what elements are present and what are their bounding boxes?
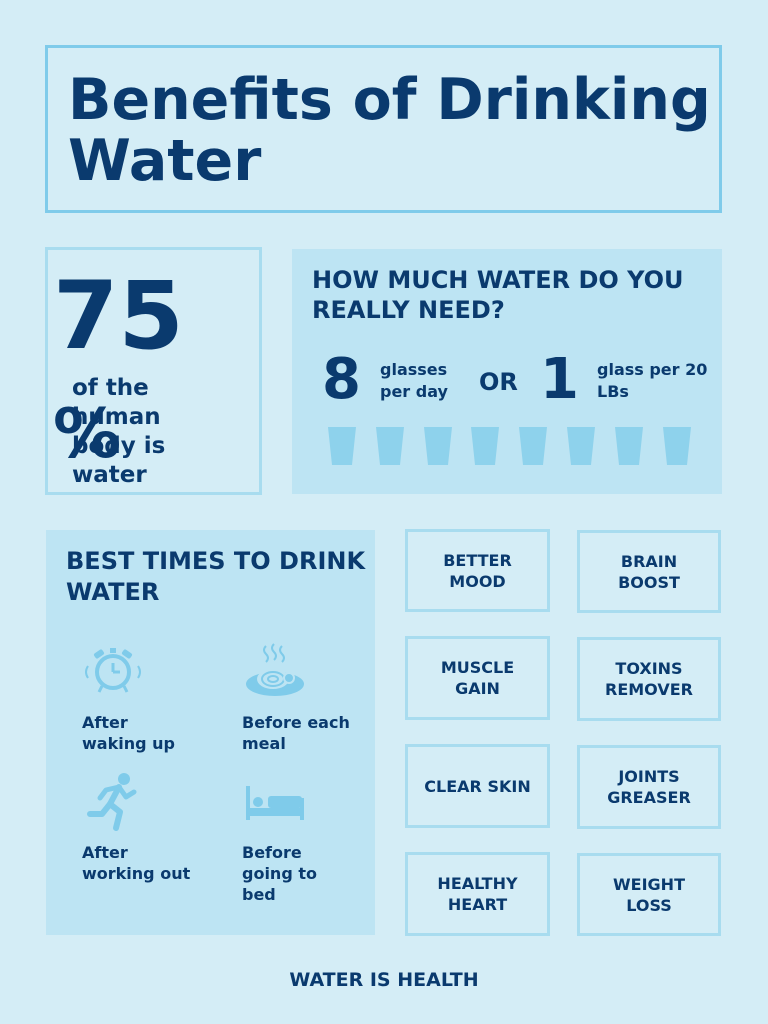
- benefit-tile: HEALTHY HEART: [405, 852, 550, 936]
- benefit-tile: JOINTS GREASER: [577, 745, 721, 829]
- alarm-clock-icon: [85, 648, 141, 693]
- glass-icon: [375, 427, 404, 465]
- benefit-tile: TOXINS REMOVER: [577, 637, 721, 721]
- glass-icon: [471, 427, 500, 465]
- benefit-tile: BETTER MOOD: [405, 529, 550, 612]
- glass-label: glass per 20 LBs: [597, 360, 708, 401]
- running-person-icon: [87, 773, 137, 831]
- glass-icon: [567, 427, 595, 465]
- page-title: Benefits of Drinking Water: [68, 67, 711, 194]
- glass-icon: [423, 427, 452, 465]
- footer-tagline: WATER IS HEALTH: [289, 969, 479, 991]
- title-box: Benefits of Drinking Water: [45, 45, 722, 213]
- benefit-tile: WEIGHT LOSS: [577, 853, 721, 936]
- best-times-panel: BEST TIMES TO DRINK WATER After waking u…: [46, 530, 375, 935]
- stat-text: of the human body is water: [72, 375, 166, 488]
- glass-icon: [614, 427, 643, 465]
- glasses-label: glasses per day: [380, 360, 448, 401]
- benefit-tile: BRAIN BOOST: [577, 530, 721, 613]
- stat-percent: %: [53, 395, 122, 474]
- time-label-workout: After working out: [82, 843, 191, 883]
- stat-box: 75 % of the human body is water: [45, 247, 262, 495]
- glass-icon: [519, 427, 548, 465]
- water-need-panel: HOW MUCH WATER DO YOU REALLY NEED? 8 gla…: [292, 249, 722, 494]
- benefit-tile: MUSCLE GAIN: [405, 636, 550, 720]
- best-times-title: BEST TIMES TO DRINK WATER: [66, 547, 366, 606]
- time-label-meal: Before each meal: [242, 713, 350, 753]
- glass-icon: [662, 427, 691, 465]
- meal-icon: [246, 643, 304, 696]
- water-need-title: HOW MUCH WATER DO YOU REALLY NEED?: [312, 266, 684, 324]
- glass-count: 1: [540, 347, 579, 412]
- glass-icon: [328, 427, 356, 465]
- or-label: OR: [479, 368, 518, 396]
- benefit-tile: CLEAR SKIN: [405, 744, 550, 828]
- glasses-count: 8: [322, 347, 361, 412]
- time-label-bed: Before going to bed: [242, 843, 317, 904]
- bed-icon: [246, 786, 304, 820]
- time-label-waking: After waking up: [82, 713, 175, 753]
- stat-number: 75: [53, 262, 184, 371]
